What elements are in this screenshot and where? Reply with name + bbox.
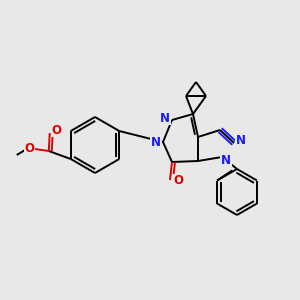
- Text: N: N: [160, 112, 170, 124]
- Text: O: O: [52, 124, 62, 136]
- Text: O: O: [25, 142, 35, 154]
- Text: N: N: [221, 154, 231, 167]
- Text: N: N: [236, 134, 246, 148]
- Text: O: O: [173, 175, 183, 188]
- Text: N: N: [151, 136, 161, 148]
